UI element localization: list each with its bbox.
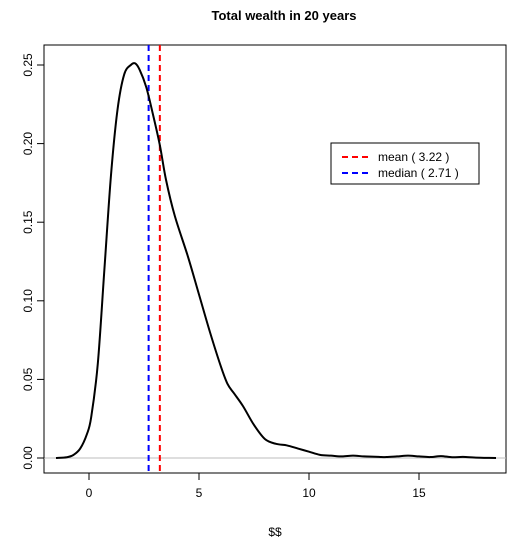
chart-title: Total wealth in 20 years	[212, 8, 357, 23]
x-tick-label: 0	[86, 486, 93, 500]
y-tick-label: 0.05	[21, 367, 35, 391]
x-tick-label: 15	[412, 486, 426, 500]
x-axis: 0 5 10 15	[86, 472, 426, 500]
legend-box	[330, 142, 480, 185]
density-curve	[55, 62, 497, 459]
mean-legend-label: mean ( 3.22 )	[378, 150, 449, 164]
vertical-lines	[147, 45, 161, 473]
y-tick-label: 0.15	[21, 210, 35, 234]
plot-frame	[43, 44, 507, 474]
y-tick-label: 0.10	[21, 289, 35, 313]
x-axis-label: $$	[268, 525, 282, 539]
y-axis: 0.00 0.05 0.10 0.15 0.20 0.25	[21, 53, 45, 470]
y-tick-label: 0.25	[21, 53, 35, 77]
x-tick-label: 5	[196, 486, 203, 500]
median-legend-label: median ( 2.71 )	[378, 166, 459, 180]
legend: mean ( 3.22 ) median ( 2.71 )	[330, 142, 480, 185]
series-layer	[55, 62, 497, 459]
x-tick-label: 10	[302, 486, 316, 500]
y-tick-label: 0.20	[21, 132, 35, 156]
y-tick-label: 0.00	[21, 446, 35, 470]
